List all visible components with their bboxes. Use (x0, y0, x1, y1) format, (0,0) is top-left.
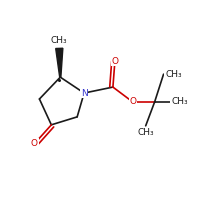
Text: N: N (81, 89, 87, 98)
Text: CH₃: CH₃ (51, 36, 68, 45)
Text: O: O (31, 139, 38, 148)
Text: O: O (129, 97, 136, 106)
Text: CH₃: CH₃ (137, 128, 154, 137)
Text: CH₃: CH₃ (165, 70, 182, 79)
Polygon shape (56, 48, 63, 77)
Text: O: O (111, 57, 118, 66)
Text: CH₃: CH₃ (171, 97, 188, 106)
